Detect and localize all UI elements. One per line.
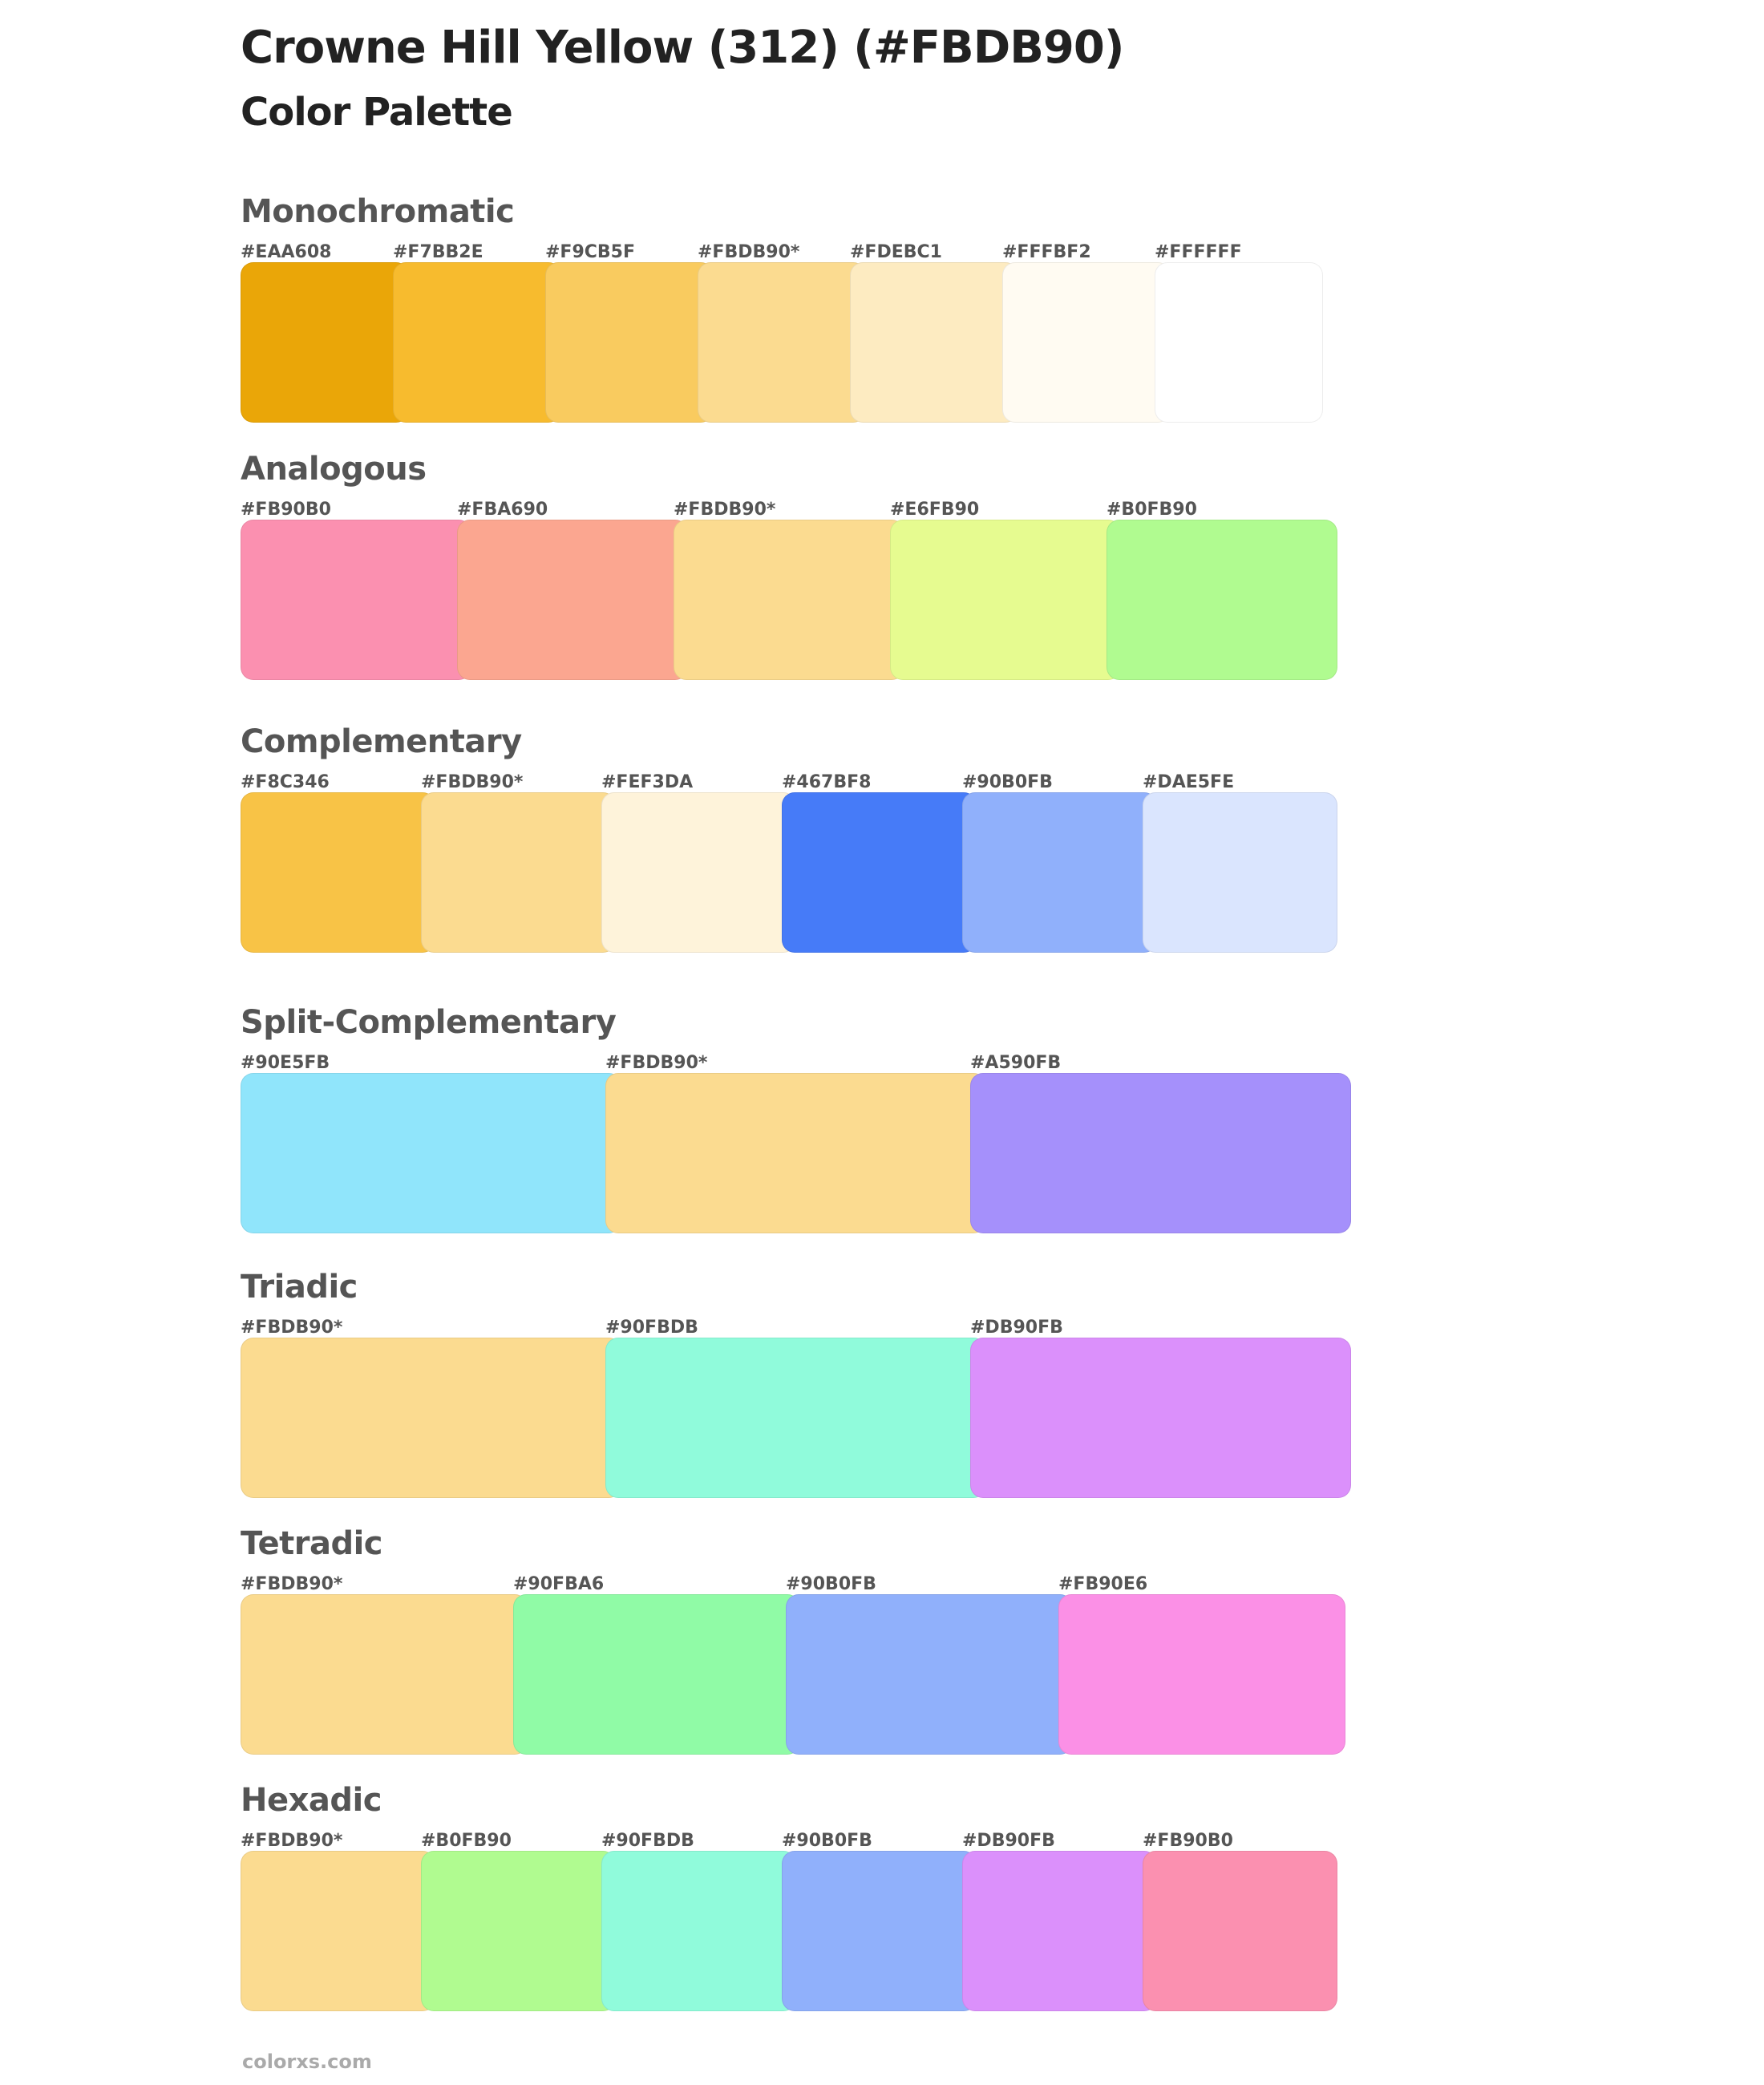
swatch-hex-label: #A590FB [970,1053,1062,1073]
swatch-hex-label: #FB90B0 [1143,1831,1233,1851]
swatch-hex-label: #F7BB2E [393,242,483,262]
swatch-hex-label: #FBDB90* [605,1053,708,1073]
swatch-hex-label: #FDEBC1 [850,242,942,262]
swatch-hex-label: #90B0FB [782,1831,872,1851]
color-swatch[interactable] [782,792,977,953]
swatch-hex-label: #F9CB5F [545,242,636,262]
color-swatch[interactable] [962,792,1157,953]
color-swatch[interactable] [393,262,561,423]
color-swatch[interactable] [782,1851,977,2011]
color-swatch[interactable] [241,1073,621,1233]
swatch-hex-label: #FBDB90* [241,1574,343,1594]
section-heading: Complementary [241,723,522,760]
section-heading: Hexadic [241,1782,382,1819]
color-swatch[interactable] [241,1851,435,2011]
color-swatch[interactable] [698,262,866,423]
color-swatch[interactable] [241,262,409,423]
section-heading: Triadic [241,1269,358,1306]
swatch-hex-label: #90B0FB [786,1574,876,1594]
swatch-hex-label: #FBDB90* [241,1318,343,1338]
swatch-hex-label: #90FBDB [601,1831,694,1851]
swatch-hex-label: #DAE5FE [1143,772,1235,792]
swatch-hex-label: #90B0FB [962,772,1053,792]
color-swatch[interactable] [1107,520,1337,680]
section-heading: Monochromatic [241,193,515,230]
swatch-hex-label: #FFFFFF [1155,242,1242,262]
color-swatch[interactable] [605,1073,986,1233]
color-swatch[interactable] [786,1594,1073,1755]
color-swatch[interactable] [1143,792,1337,953]
color-swatch[interactable] [421,1851,616,2011]
color-swatch[interactable] [850,262,1018,423]
color-swatch[interactable] [241,520,471,680]
swatch-hex-label: #FB90B0 [241,500,331,520]
swatch-hex-label: #DB90FB [970,1318,1063,1338]
section-heading: Tetradic [241,1525,383,1562]
swatch-hex-label: #90FBA6 [513,1574,605,1594]
color-swatch[interactable] [241,1594,528,1755]
swatch-hex-label: #FBDB90* [674,500,776,520]
footer-site-link[interactable]: colorxs.com [242,2051,372,2073]
color-swatch[interactable] [605,1338,986,1498]
swatch-hex-label: #90E5FB [241,1053,330,1073]
swatch-hex-label: #FB90E6 [1058,1574,1148,1594]
color-swatch[interactable] [970,1073,1351,1233]
swatch-hex-label: #FBA690 [457,500,548,520]
swatch-hex-label: #B0FB90 [1107,500,1197,520]
swatch-hex-label: #FBDB90* [241,1831,343,1851]
color-swatch[interactable] [890,520,1121,680]
color-swatch[interactable] [545,262,714,423]
swatch-hex-label: #E6FB90 [890,500,980,520]
section-heading: Analogous [241,451,427,488]
color-swatch[interactable] [674,520,904,680]
swatch-hex-label: #FBDB90* [698,242,800,262]
color-swatch[interactable] [241,792,435,953]
color-swatch[interactable] [457,520,688,680]
color-swatch[interactable] [970,1338,1351,1498]
color-swatch[interactable] [1155,262,1323,423]
color-swatch[interactable] [1143,1851,1337,2011]
swatch-hex-label: #FFFBF2 [1002,242,1091,262]
section-heading: Split-Complementary [241,1004,617,1041]
swatch-hex-label: #90FBDB [605,1318,698,1338]
swatch-hex-label: #FBDB90* [421,772,524,792]
page-subtitle: Color Palette [241,90,513,135]
color-swatch[interactable] [241,1338,621,1498]
color-swatch[interactable] [421,792,616,953]
swatch-hex-label: #FEF3DA [601,772,694,792]
swatch-hex-label: #DB90FB [962,1831,1055,1851]
swatch-hex-label: #467BF8 [782,772,872,792]
color-swatch[interactable] [601,792,796,953]
color-swatch[interactable] [601,1851,796,2011]
color-swatch[interactable] [1002,262,1171,423]
page-title: Crowne Hill Yellow (312) (#FBDB90) [241,22,1124,74]
swatch-hex-label: #EAA608 [241,242,332,262]
swatch-hex-label: #B0FB90 [421,1831,512,1851]
swatch-hex-label: #F8C346 [241,772,330,792]
color-swatch[interactable] [1058,1594,1345,1755]
color-swatch[interactable] [513,1594,800,1755]
color-swatch[interactable] [962,1851,1157,2011]
